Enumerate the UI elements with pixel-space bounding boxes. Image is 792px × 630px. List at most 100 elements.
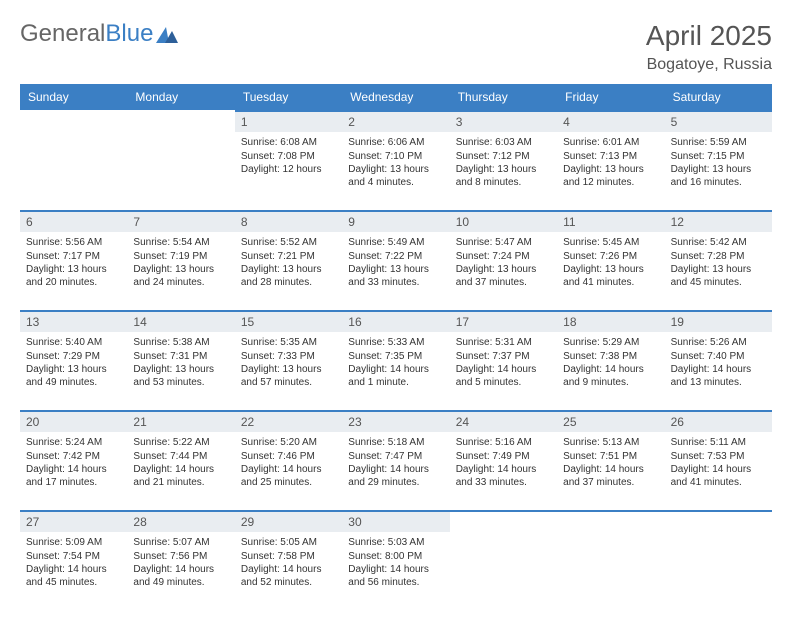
- sunrise-text: Sunrise: 5:49 AM: [348, 237, 443, 250]
- sunrise-text: Sunrise: 5:16 AM: [456, 437, 551, 450]
- day-number: 10: [450, 210, 557, 232]
- sunrise-text: Sunrise: 5:24 AM: [26, 437, 121, 450]
- title-block: April 2025 Bogatoye, Russia: [646, 20, 772, 74]
- day-cell: Sunrise: 5:29 AMSunset: 7:38 PMDaylight:…: [557, 332, 664, 410]
- day-cell: Sunrise: 6:08 AMSunset: 7:08 PMDaylight:…: [235, 132, 342, 210]
- daylight-text: Daylight: 12 hours: [241, 164, 336, 177]
- day-cell: Sunrise: 5:47 AMSunset: 7:24 PMDaylight:…: [450, 232, 557, 310]
- daylight-text: Daylight: 14 hours and 21 minutes.: [133, 464, 228, 489]
- day-cell: Sunrise: 5:09 AMSunset: 7:54 PMDaylight:…: [20, 532, 127, 610]
- day-cell: Sunrise: 5:24 AMSunset: 7:42 PMDaylight:…: [20, 432, 127, 510]
- sunrise-text: Sunrise: 5:35 AM: [241, 337, 336, 350]
- day-cell: Sunrise: 5:56 AMSunset: 7:17 PMDaylight:…: [20, 232, 127, 310]
- sunrise-text: Sunrise: 5:18 AM: [348, 437, 443, 450]
- day-cell: Sunrise: 5:03 AMSunset: 8:00 PMDaylight:…: [342, 532, 449, 610]
- sunset-text: Sunset: 7:29 PM: [26, 351, 121, 364]
- sunrise-text: Sunrise: 5:40 AM: [26, 337, 121, 350]
- day-number: 14: [127, 310, 234, 332]
- day-number: 16: [342, 310, 449, 332]
- sunset-text: Sunset: 8:00 PM: [348, 551, 443, 564]
- daylight-text: Daylight: 13 hours and 28 minutes.: [241, 264, 336, 289]
- dow-header: Thursday: [450, 84, 557, 110]
- sunset-text: Sunset: 7:53 PM: [671, 451, 766, 464]
- empty-day-header: [665, 510, 772, 532]
- daylight-text: Daylight: 14 hours and 45 minutes.: [26, 564, 121, 589]
- sunrise-text: Sunrise: 6:06 AM: [348, 137, 443, 150]
- sunrise-text: Sunrise: 5:20 AM: [241, 437, 336, 450]
- empty-cell: [20, 132, 127, 210]
- sunrise-text: Sunrise: 5:22 AM: [133, 437, 228, 450]
- sunrise-text: Sunrise: 5:52 AM: [241, 237, 336, 250]
- sunrise-text: Sunrise: 5:05 AM: [241, 537, 336, 550]
- day-cell: Sunrise: 5:20 AMSunset: 7:46 PMDaylight:…: [235, 432, 342, 510]
- sunrise-text: Sunrise: 5:11 AM: [671, 437, 766, 450]
- sunset-text: Sunset: 7:46 PM: [241, 451, 336, 464]
- daylight-text: Daylight: 14 hours and 56 minutes.: [348, 564, 443, 589]
- logo-mark-icon: [156, 25, 178, 43]
- sunset-text: Sunset: 7:08 PM: [241, 151, 336, 164]
- sunrise-text: Sunrise: 6:08 AM: [241, 137, 336, 150]
- sunrise-text: Sunrise: 6:03 AM: [456, 137, 551, 150]
- day-number: 26: [665, 410, 772, 432]
- daylight-text: Daylight: 14 hours and 13 minutes.: [671, 364, 766, 389]
- day-cell: Sunrise: 5:35 AMSunset: 7:33 PMDaylight:…: [235, 332, 342, 410]
- dow-header: Tuesday: [235, 84, 342, 110]
- sunrise-text: Sunrise: 5:29 AM: [563, 337, 658, 350]
- sunset-text: Sunset: 7:44 PM: [133, 451, 228, 464]
- daylight-text: Daylight: 13 hours and 24 minutes.: [133, 264, 228, 289]
- header: GeneralBlue April 2025 Bogatoye, Russia: [20, 20, 772, 74]
- day-number: 13: [20, 310, 127, 332]
- sunset-text: Sunset: 7:38 PM: [563, 351, 658, 364]
- sunset-text: Sunset: 7:33 PM: [241, 351, 336, 364]
- day-number: 21: [127, 410, 234, 432]
- sunset-text: Sunset: 7:58 PM: [241, 551, 336, 564]
- sunset-text: Sunset: 7:12 PM: [456, 151, 551, 164]
- sunrise-text: Sunrise: 5:26 AM: [671, 337, 766, 350]
- empty-day-header: [450, 510, 557, 532]
- empty-day-header: [127, 110, 234, 132]
- day-cell: Sunrise: 5:45 AMSunset: 7:26 PMDaylight:…: [557, 232, 664, 310]
- sunrise-text: Sunrise: 5:59 AM: [671, 137, 766, 150]
- month-title: April 2025: [646, 20, 772, 52]
- sunrise-text: Sunrise: 5:31 AM: [456, 337, 551, 350]
- day-number: 23: [342, 410, 449, 432]
- sunrise-text: Sunrise: 6:01 AM: [563, 137, 658, 150]
- day-cell: Sunrise: 5:49 AMSunset: 7:22 PMDaylight:…: [342, 232, 449, 310]
- day-cell: Sunrise: 6:06 AMSunset: 7:10 PMDaylight:…: [342, 132, 449, 210]
- daylight-text: Daylight: 13 hours and 41 minutes.: [563, 264, 658, 289]
- day-number: 6: [20, 210, 127, 232]
- sunrise-text: Sunrise: 5:54 AM: [133, 237, 228, 250]
- sunrise-text: Sunrise: 5:42 AM: [671, 237, 766, 250]
- empty-cell: [665, 532, 772, 610]
- day-cell: Sunrise: 5:38 AMSunset: 7:31 PMDaylight:…: [127, 332, 234, 410]
- sunset-text: Sunset: 7:19 PM: [133, 251, 228, 264]
- sunset-text: Sunset: 7:37 PM: [456, 351, 551, 364]
- day-number: 20: [20, 410, 127, 432]
- daylight-text: Daylight: 13 hours and 53 minutes.: [133, 364, 228, 389]
- sunrise-text: Sunrise: 5:07 AM: [133, 537, 228, 550]
- sunset-text: Sunset: 7:10 PM: [348, 151, 443, 164]
- day-number: 7: [127, 210, 234, 232]
- sunset-text: Sunset: 7:31 PM: [133, 351, 228, 364]
- sunrise-text: Sunrise: 5:45 AM: [563, 237, 658, 250]
- sunset-text: Sunset: 7:51 PM: [563, 451, 658, 464]
- daylight-text: Daylight: 14 hours and 1 minute.: [348, 364, 443, 389]
- logo-text-2: Blue: [105, 20, 153, 48]
- empty-cell: [127, 132, 234, 210]
- day-cell: Sunrise: 5:13 AMSunset: 7:51 PMDaylight:…: [557, 432, 664, 510]
- day-number: 9: [342, 210, 449, 232]
- day-cell: Sunrise: 5:22 AMSunset: 7:44 PMDaylight:…: [127, 432, 234, 510]
- sunset-text: Sunset: 7:47 PM: [348, 451, 443, 464]
- daylight-text: Daylight: 14 hours and 5 minutes.: [456, 364, 551, 389]
- day-cell: Sunrise: 5:11 AMSunset: 7:53 PMDaylight:…: [665, 432, 772, 510]
- daylight-text: Daylight: 14 hours and 17 minutes.: [26, 464, 121, 489]
- day-cell: Sunrise: 5:54 AMSunset: 7:19 PMDaylight:…: [127, 232, 234, 310]
- sunset-text: Sunset: 7:21 PM: [241, 251, 336, 264]
- day-number: 15: [235, 310, 342, 332]
- sunset-text: Sunset: 7:28 PM: [671, 251, 766, 264]
- day-number: 12: [665, 210, 772, 232]
- day-number: 1: [235, 110, 342, 132]
- daylight-text: Daylight: 13 hours and 12 minutes.: [563, 164, 658, 189]
- dow-header: Wednesday: [342, 84, 449, 110]
- sunrise-text: Sunrise: 5:56 AM: [26, 237, 121, 250]
